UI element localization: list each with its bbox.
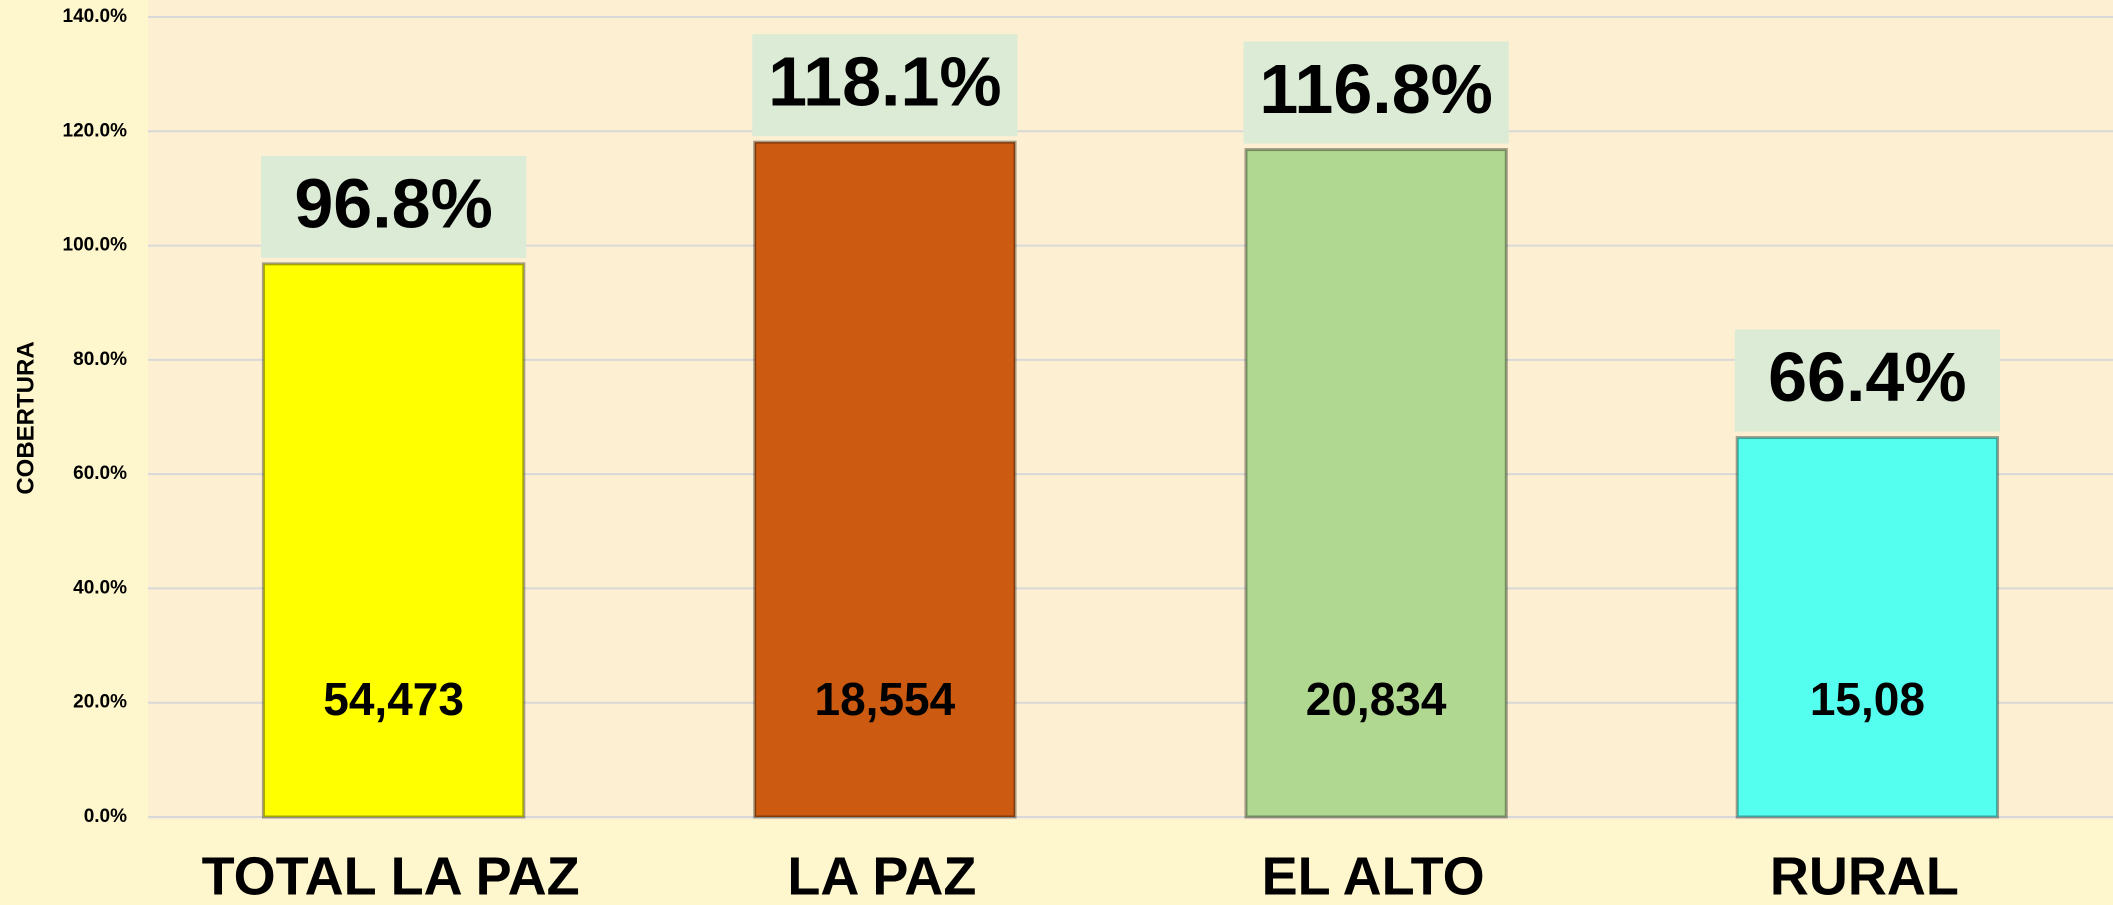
- y-axis-label: COBERTURA: [12, 341, 39, 494]
- inner-label: 54,473: [323, 673, 464, 725]
- value-label-box: [260, 155, 527, 258]
- x-tick-label: LA PAZ: [787, 846, 976, 905]
- value-label: 96.8%: [294, 164, 492, 242]
- bar: [1735, 436, 2000, 819]
- y-tick-label: 140.0%: [63, 6, 128, 27]
- bar: [753, 140, 1017, 819]
- y-tick-label: 60.0%: [73, 463, 127, 484]
- inner-label: 18,554: [815, 673, 956, 725]
- x-tick-label: EL ALTO: [1262, 846, 1485, 905]
- y-tick-label: 40.0%: [73, 577, 127, 598]
- y-tick-label: 120.0%: [63, 120, 128, 141]
- value-label: 118.1%: [768, 43, 1002, 121]
- inner-label: 20,834: [1306, 673, 1447, 725]
- y-tick-label: 80.0%: [73, 349, 127, 370]
- x-tick-label: RURAL: [1770, 846, 1959, 905]
- value-label-box: [1243, 41, 1509, 144]
- bar: [261, 262, 526, 819]
- bar: [1244, 148, 1508, 819]
- y-tick-label: 100.0%: [63, 235, 128, 256]
- y-tick-label: 0.0%: [84, 806, 127, 827]
- value-label-box: [1734, 329, 2001, 432]
- inner-label: 15,08: [1810, 673, 1925, 725]
- y-tick-label: 20.0%: [73, 692, 127, 713]
- x-tick-label: TOTAL LA PAZ: [202, 846, 580, 905]
- value-label: 66.4%: [1768, 338, 1966, 416]
- value-label: 116.8%: [1259, 50, 1493, 128]
- value-label-box: [752, 34, 1018, 137]
